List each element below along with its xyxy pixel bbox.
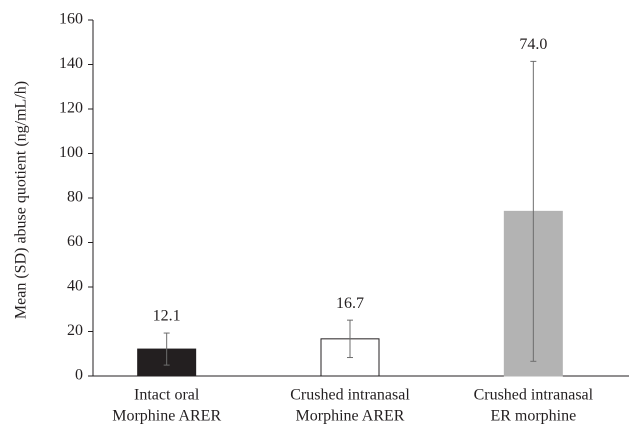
y-tick-label: 60 [67,233,83,250]
error-bar [530,60,537,362]
x-tick-label: Crushed intranasal [290,387,410,404]
y-tick-label: 80 [67,189,83,206]
y-tick-label: 100 [59,144,83,161]
data-label: 12.1 [153,308,181,325]
y-tick-label: 160 [59,11,83,28]
y-tick-label: 40 [67,278,83,295]
y-axis-label: Mean (SD) abuse quotient (ng/mL/h) [13,81,30,319]
x-tick-label: Morphine ARER [296,408,405,425]
y-tick-label: 20 [67,322,83,339]
error-bar [163,332,170,366]
data-label: 74.0 [519,36,547,53]
x-tick-label: Intact oral [134,387,200,404]
data-label: 16.7 [336,295,364,312]
x-tick-label: ER morphine [490,408,576,425]
x-tick-label: Crushed intranasal [474,387,594,404]
y-tick-label: 120 [59,100,83,117]
y-tick-label: 140 [59,55,83,72]
x-tick-label: Morphine ARER [112,408,221,425]
error-bar [347,319,353,359]
y-tick-label: 0 [75,367,83,384]
